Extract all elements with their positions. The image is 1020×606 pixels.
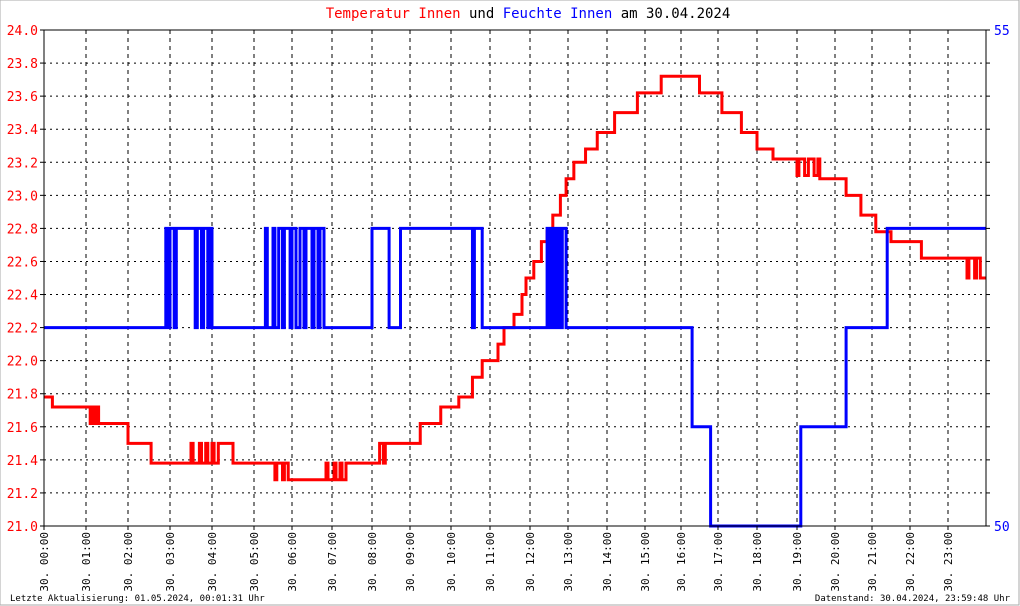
title-part-temperature: Temperatur Innen — [326, 6, 461, 22]
humidity-series-line — [44, 226, 986, 528]
axes: 21.0 21.2 21.4 21.6 21.8 22.0 22.2 22.4 22.6 22.8… — [7, 24, 1010, 592]
footer-data-timestamp: Datenstand: 30.04.2024, 23:59:48 Uhr — [815, 594, 1011, 604]
x-tick-label: 30. 04:00 — [206, 532, 219, 592]
y-left-tick-label: 21.0 — [7, 520, 38, 535]
y-left-tick-label: 22.4 — [7, 289, 38, 304]
x-tick-label: 30. 03:00 — [164, 532, 177, 592]
title-part-date: am 30.04.2024 — [612, 6, 730, 22]
x-tick-label: 30. 23:00 — [942, 532, 955, 592]
y-left-tick-label: 21.6 — [7, 421, 38, 436]
x-tick-label: 30. 06:00 — [286, 532, 299, 592]
title-part-und: und — [461, 6, 503, 22]
x-tick-label: 30. 05:00 — [248, 532, 261, 592]
x-tick-label: 30. 09:00 — [404, 532, 417, 592]
x-tick-label: 30. 10:00 — [445, 532, 458, 592]
y-left-tick-label: 23.8 — [7, 57, 38, 72]
x-tick-label: 30. 19:00 — [791, 532, 804, 592]
temperature-series-line — [44, 74, 986, 482]
x-tick-label: 30. 07:00 — [326, 532, 339, 592]
y-right-tick-label: 55 — [994, 24, 1010, 39]
x-tick-label: 30. 14:00 — [601, 532, 614, 592]
y-left-tick-label: 23.2 — [7, 156, 38, 171]
x-tick-label: 30. 08:00 — [366, 532, 379, 592]
series-layer — [44, 74, 986, 528]
x-tick-label: 30. 20:00 — [829, 532, 842, 592]
x-tick-label: 30. 16:00 — [675, 532, 688, 592]
y-left-tick-label: 21.4 — [7, 454, 38, 469]
chart-title: Temperatur Innen und Feuchte Innen am 30… — [326, 6, 731, 22]
footer-last-update: Letzte Aktualisierung: 01.05.2024, 00:01… — [10, 594, 265, 604]
y-right-tick-label: 50 — [994, 520, 1010, 535]
y-left-tick-label: 23.0 — [7, 189, 38, 204]
y-left-tick-label: 21.2 — [7, 487, 38, 502]
x-tick-label: 30. 02:00 — [122, 532, 135, 592]
y-left-tick-label: 22.8 — [7, 222, 38, 237]
x-tick-label: 30. 17:00 — [712, 532, 725, 592]
y-left-tick-label: 23.6 — [7, 90, 38, 105]
y-left-tick-label: 23.4 — [7, 123, 38, 138]
y-left-tick-label: 22.2 — [7, 322, 38, 337]
x-tick-label: 30. 01:00 — [80, 532, 93, 592]
x-tick-label: 30. 15:00 — [639, 532, 652, 592]
x-tick-label: 30. 12:00 — [524, 532, 537, 592]
y-left-tick-label: 22.0 — [7, 355, 38, 370]
y-left-tick-label: 24.0 — [7, 24, 38, 39]
x-tick-label: 30. 11:00 — [484, 532, 497, 592]
x-tick-label: 30. 21:00 — [866, 532, 879, 592]
y-left-tick-label: 21.8 — [7, 388, 38, 403]
x-tick-label: 30. 13:00 — [562, 532, 575, 592]
x-tick-label: 30. 22:00 — [904, 532, 917, 592]
x-tick-label: 30. 00:00 — [38, 532, 51, 592]
title-part-humidity: Feuchte Innen — [503, 6, 613, 22]
y-left-tick-label: 22.6 — [7, 255, 38, 270]
x-tick-label: 30. 18:00 — [751, 532, 764, 592]
